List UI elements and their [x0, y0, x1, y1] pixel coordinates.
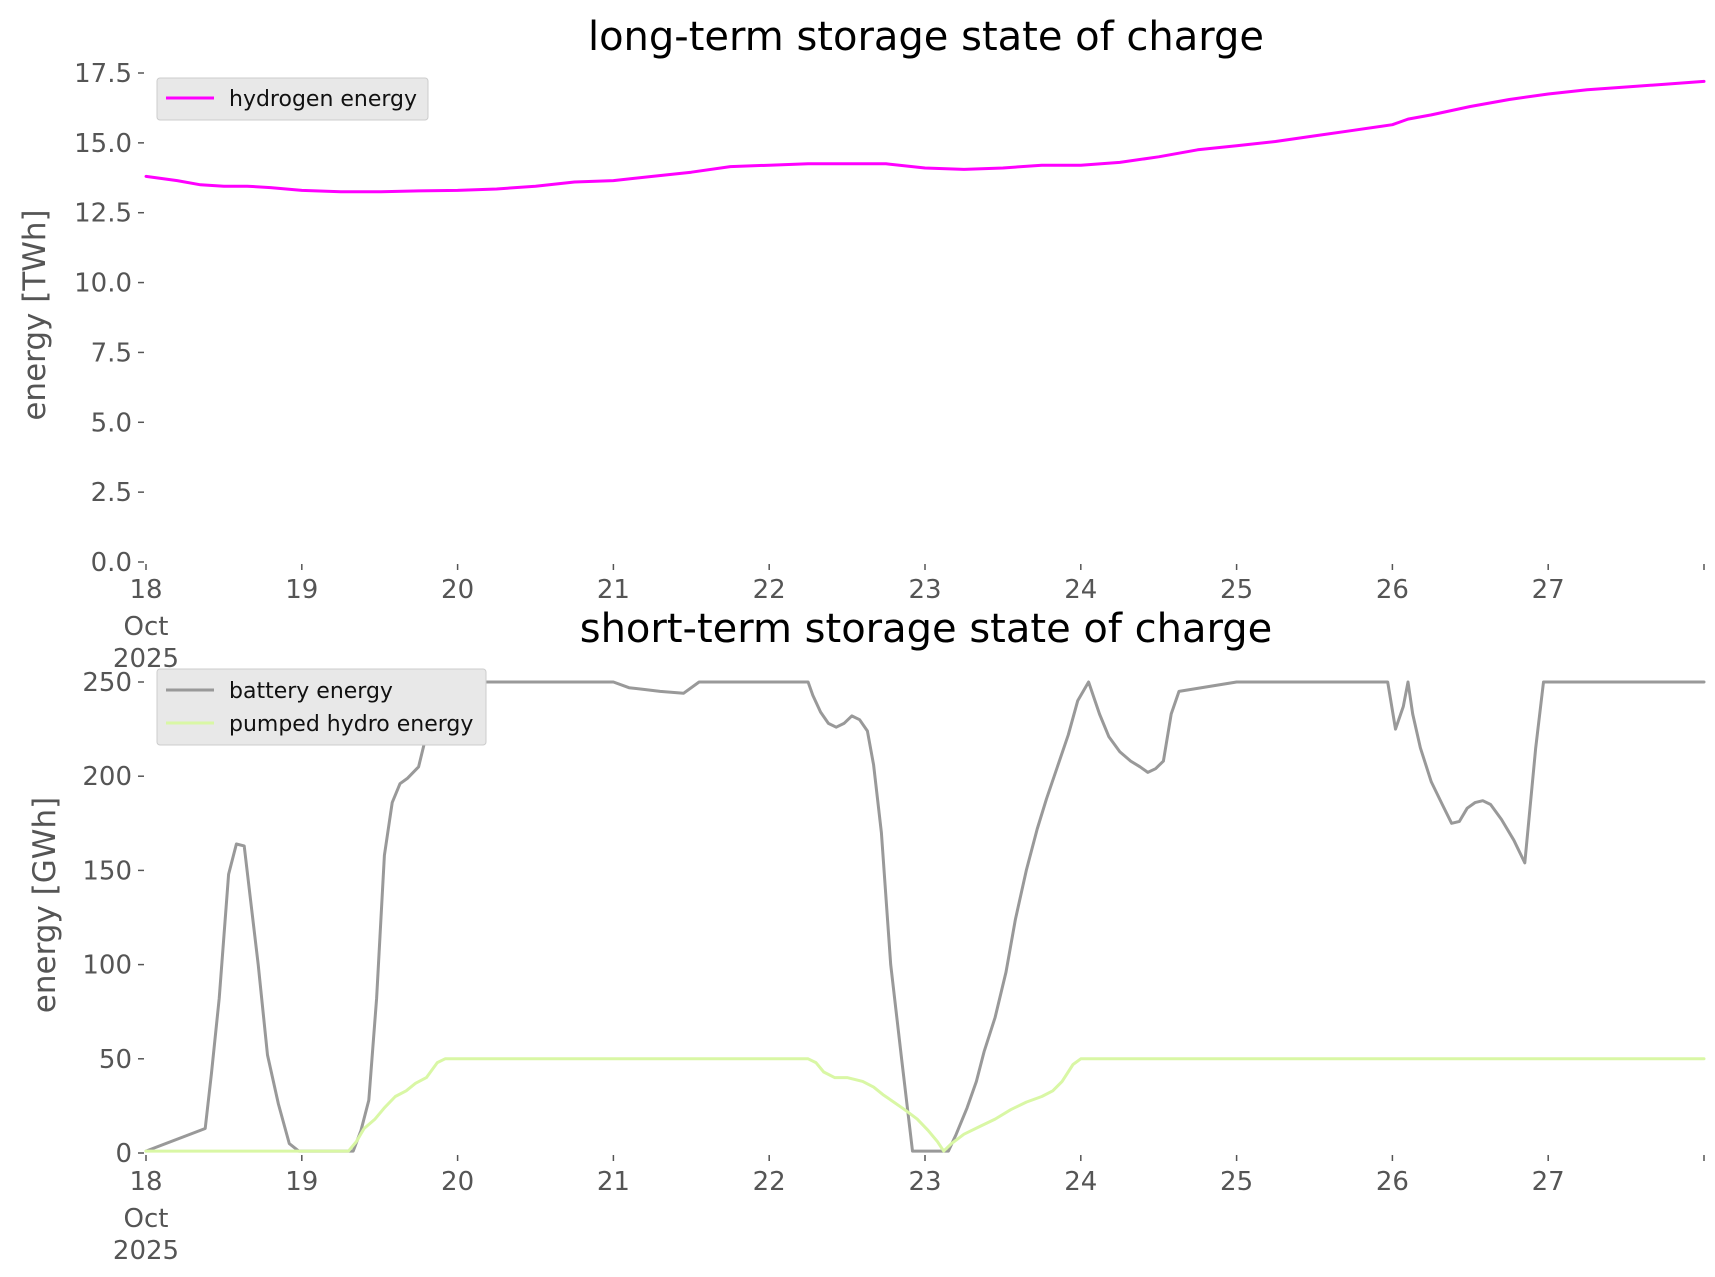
- short-term-storage-panel: short-term storage state of charge energ…: [27, 606, 1706, 1266]
- y-tick-label: 17.5: [74, 59, 132, 89]
- y-tick-label: 0: [115, 1139, 132, 1169]
- long-term-storage-panel: long-term storage state of charge energy…: [17, 14, 1706, 674]
- x-tick-sublabel: 2025: [113, 1236, 179, 1266]
- series-line-hydrogen-energy: [144, 79, 1706, 194]
- x-tick-label: 21: [597, 1167, 630, 1197]
- series-line-pumped-hydro-energy: [144, 1057, 1706, 1153]
- x-tick-label: 24: [1064, 1167, 1097, 1197]
- series-lines-short-term: [144, 680, 1706, 1153]
- series-line-battery-energy: [144, 680, 1706, 1153]
- x-tick-label: 18: [129, 575, 162, 605]
- x-tick-label: 21: [597, 575, 630, 605]
- x-tick-label: 19: [285, 1167, 318, 1197]
- axis-ticks-short-term: 0 50 100 150 200 250 18 19 20 21 22 23 24 25 26 27 Oct20…: [82, 668, 1705, 1266]
- y-tick-label: 7.5: [91, 338, 132, 368]
- x-tick-label: 27: [1532, 575, 1565, 605]
- y-axis-label-short-term: energy [GWh]: [27, 797, 63, 1013]
- x-tick-label: 24: [1064, 575, 1097, 605]
- chart-title-long-term: long-term storage state of charge: [588, 14, 1264, 60]
- y-tick-label: 2.5: [91, 478, 132, 508]
- y-tick-label: 150: [82, 856, 132, 886]
- y-tick-label: 0.0: [91, 548, 132, 578]
- x-tick-label: 22: [753, 575, 786, 605]
- y-tick-label: 15.0: [74, 129, 132, 159]
- y-tick-label: 250: [82, 668, 132, 698]
- y-tick-label: 12.5: [74, 199, 132, 229]
- legend-box-short-term: [156, 668, 487, 746]
- y-tick-label: 50: [99, 1045, 132, 1075]
- x-tick-label: 23: [908, 1167, 941, 1197]
- x-tick-label: 23: [908, 575, 941, 605]
- series-lines-long-term: [144, 79, 1706, 194]
- x-tick-label: 27: [1532, 1167, 1565, 1197]
- y-tick-label: 100: [82, 951, 132, 981]
- chart-title-short-term: short-term storage state of charge: [580, 606, 1273, 652]
- y-tick-label: 200: [82, 762, 132, 792]
- x-tick-label: 26: [1376, 1167, 1409, 1197]
- legend-short-term: battery energy pumped hydro energy: [156, 668, 487, 746]
- y-tick-label: 5.0: [91, 408, 132, 438]
- legend-label-battery: battery energy: [229, 679, 393, 704]
- legend-long-term: hydrogen energy: [156, 77, 429, 121]
- x-tick-label: 25: [1220, 1167, 1253, 1197]
- x-tick-label: 20: [441, 1167, 474, 1197]
- x-tick-label: 18: [129, 1167, 162, 1197]
- x-tick-sublabel: Oct: [124, 1204, 169, 1234]
- x-tick-sublabel: Oct: [124, 612, 169, 642]
- x-tick-label: 22: [753, 1167, 786, 1197]
- x-tick-label: 25: [1220, 575, 1253, 605]
- y-tick-label: 10.0: [74, 269, 132, 299]
- legend-box-long-term: [156, 77, 429, 121]
- legend-label-hydrogen: hydrogen energy: [229, 87, 417, 112]
- axis-ticks-long-term: 0.0 2.5 5.0 7.5 10.0 12.5 15.0 17.5 18 19 20 21 22 23…: [74, 59, 1705, 674]
- x-tick-label: 20: [441, 575, 474, 605]
- y-axis-label-long-term: energy [TWh]: [17, 209, 53, 420]
- x-tick-label: 26: [1376, 575, 1409, 605]
- legend-label-pumped-hydro: pumped hydro energy: [229, 712, 473, 737]
- x-tick-label: 19: [285, 575, 318, 605]
